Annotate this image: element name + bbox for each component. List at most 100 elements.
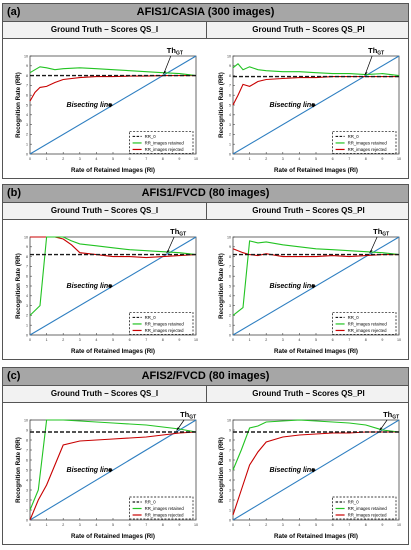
section-banner: (c) AFIS2/FVCD (80 images) [2, 367, 409, 386]
bisect-arrowhead [109, 103, 113, 108]
x-tick-label: 2 [265, 523, 267, 527]
panel-subtitle: Ground Truth – Scores QS_I [50, 206, 159, 215]
y-tick-label: 5 [229, 103, 231, 107]
y-tick-label: 3 [229, 123, 231, 127]
legend-box [129, 496, 194, 520]
thgt-label: ThGT [167, 46, 183, 57]
thgt-label: ThGT [180, 410, 196, 421]
y-tick-label: 8 [26, 74, 28, 78]
y-tick-label: 6 [26, 458, 28, 462]
y-tick-label: 10 [24, 418, 28, 422]
thgt-arrowhead [162, 71, 167, 75]
y-tick-label: 1 [229, 143, 231, 147]
x-tick-label: 2 [62, 157, 64, 161]
x-tick-label: 2 [62, 338, 64, 342]
thgt-arrowhead [176, 427, 180, 431]
legend-label: RR_0 [348, 134, 360, 139]
panel-subtitle: Ground Truth – Scores QS_I [50, 389, 159, 398]
y-tick-label: 7 [26, 448, 28, 452]
y-tick-label: 8 [229, 438, 231, 442]
panel-subtitle-row: Ground Truth – Scores QS_I Ground Truth … [2, 203, 409, 220]
legend-label: RR_0 [145, 134, 157, 139]
y-tick-label: 3 [229, 304, 231, 308]
x-axis-label: Rate of Retained Images (RI) [71, 348, 155, 355]
series-line-rr-images-rejected [232, 76, 399, 106]
y-tick-label: 0 [26, 152, 28, 156]
y-tick-label: 3 [229, 488, 231, 492]
y-tick-label: 2 [26, 498, 28, 502]
x-tick-label: 3 [79, 523, 81, 527]
y-tick-label: 4 [26, 478, 28, 482]
y-tick-label: 4 [26, 113, 28, 117]
x-tick-label: 10 [194, 523, 198, 527]
bisect-label: Bisecting line [67, 283, 113, 290]
x-tick-label: 5 [112, 338, 114, 342]
chart-b-qs-i: 00 1 1 2 2 3 3 4 4 5 5 6 6 7 7 8 8 9 9 10 10 Rate of Retained… [15, 227, 198, 355]
x-tick-label: 1 [249, 523, 251, 527]
y-tick-label: 0 [229, 152, 231, 156]
legend-label: RR_images retained [145, 321, 185, 326]
x-tick-label: 0 [29, 157, 31, 161]
thgt-label: ThGT [368, 46, 384, 57]
y-tick-label: 8 [229, 255, 231, 259]
legend-label: RR_0 [348, 315, 360, 320]
y-tick-label: 8 [26, 438, 28, 442]
x-axis-label: Rate of Retained Images (RI) [274, 533, 358, 540]
y-axis-label: Recognition Rate (RR) [218, 253, 225, 319]
bisect-arrowhead [312, 103, 316, 108]
y-tick-label: 2 [26, 133, 28, 137]
x-tick-label: 1 [46, 338, 48, 342]
y-tick-label: 7 [26, 84, 28, 88]
y-axis-label: Recognition Rate (RR) [218, 437, 225, 503]
x-tick-label: 8 [162, 338, 164, 342]
legend-box [332, 312, 397, 335]
x-tick-label: 5 [112, 157, 114, 161]
x-tick-label: 6 [332, 523, 334, 527]
legend-label: RR_images rejected [348, 147, 388, 152]
y-tick-label: 2 [229, 314, 231, 318]
thgt-arrow [364, 55, 373, 75]
legend-box [332, 131, 397, 154]
y-tick-label: 4 [26, 294, 28, 298]
y-tick-label: 5 [229, 284, 231, 288]
x-tick-label: 7 [145, 157, 147, 161]
bisect-arrowhead [312, 468, 316, 473]
series-line-rr-images-retained [29, 66, 197, 77]
series-line-rr-images-retained [29, 419, 197, 511]
x-tick-label: 8 [162, 523, 164, 527]
x-tick-label: 2 [62, 523, 64, 527]
x-tick-label: 7 [348, 523, 350, 527]
series-line-rr-images-retained [232, 63, 400, 77]
panel-subtitle: Ground Truth – Scores QS_PI [206, 22, 410, 38]
y-tick-label: 5 [26, 468, 28, 472]
x-tick-label: 3 [79, 338, 81, 342]
y-tick-label: 5 [26, 103, 28, 107]
y-tick-label: 8 [26, 255, 28, 259]
y-tick-label: 0 [229, 518, 231, 522]
x-tick-label: 6 [332, 157, 334, 161]
x-tick-label: 4 [298, 523, 300, 527]
y-tick-label: 1 [26, 324, 28, 328]
y-tick-label: 8 [229, 74, 231, 78]
thgt-arrow [369, 236, 378, 253]
y-tick-label: 4 [229, 113, 231, 117]
x-tick-label: 0 [232, 157, 234, 161]
thgt-arrowhead [166, 250, 170, 254]
thgt-label: ThGT [383, 410, 399, 421]
legend-box [332, 496, 397, 520]
y-tick-label: 6 [229, 94, 231, 98]
x-tick-label: 8 [365, 338, 367, 342]
x-tick-label: 1 [249, 157, 251, 161]
legend-label: RR_0 [145, 315, 157, 320]
x-tick-label: 5 [315, 338, 317, 342]
y-tick-label: 5 [26, 284, 28, 288]
x-tick-label: 5 [112, 523, 114, 527]
y-tick-label: 7 [229, 84, 231, 88]
series-line-rr-images-rejected [29, 431, 197, 521]
panel-subtitle: Ground Truth – Scores QS_PI [206, 203, 410, 219]
section-banner: (a) AFIS1/CASIA (300 images) [2, 3, 409, 22]
thgt-arrowhead [379, 427, 383, 431]
bisect-arrowhead [312, 284, 316, 289]
section-title: AFIS1/FVCD (80 images) [141, 187, 270, 199]
bisect-label: Bisecting line [67, 467, 113, 474]
